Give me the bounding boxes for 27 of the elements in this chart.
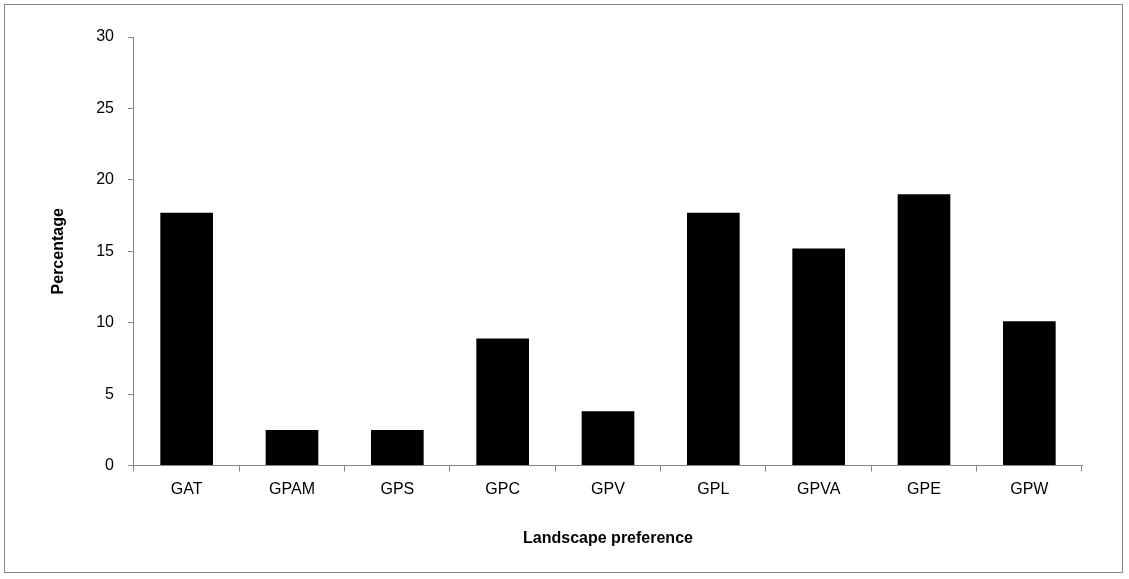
- bar: [371, 429, 424, 466]
- x-tick-label: GPW: [1010, 479, 1050, 497]
- bar: [160, 212, 213, 466]
- y-tick-label: 25: [96, 98, 115, 116]
- x-tick-label: GPL: [697, 479, 730, 497]
- x-tick-label: GPVA: [797, 479, 841, 497]
- bar: [1003, 321, 1056, 466]
- bar: [687, 212, 740, 466]
- y-tick-label: 15: [96, 241, 115, 259]
- x-tick-label: GPS: [380, 479, 415, 497]
- bar: [897, 194, 951, 466]
- bar: [581, 411, 635, 466]
- y-tick-label: 0: [105, 456, 115, 474]
- x-tick-label: GPV: [591, 479, 626, 497]
- x-tick-label: GPC: [485, 479, 520, 497]
- x-tick-label: GAT: [170, 479, 203, 497]
- y-axis-title: Percentage: [49, 208, 67, 295]
- x-axis-title: Landscape preference: [523, 528, 694, 546]
- bar: [792, 248, 845, 466]
- y-tick-label: 30: [96, 27, 115, 45]
- x-tick-label: GPAM: [269, 479, 315, 497]
- y-tick-label: 5: [105, 384, 115, 402]
- y-tick-label: 20: [96, 170, 115, 188]
- bar: [265, 429, 319, 466]
- x-tick-label: GPE: [907, 479, 941, 497]
- bar: [476, 338, 529, 466]
- y-tick-label: 10: [96, 313, 115, 331]
